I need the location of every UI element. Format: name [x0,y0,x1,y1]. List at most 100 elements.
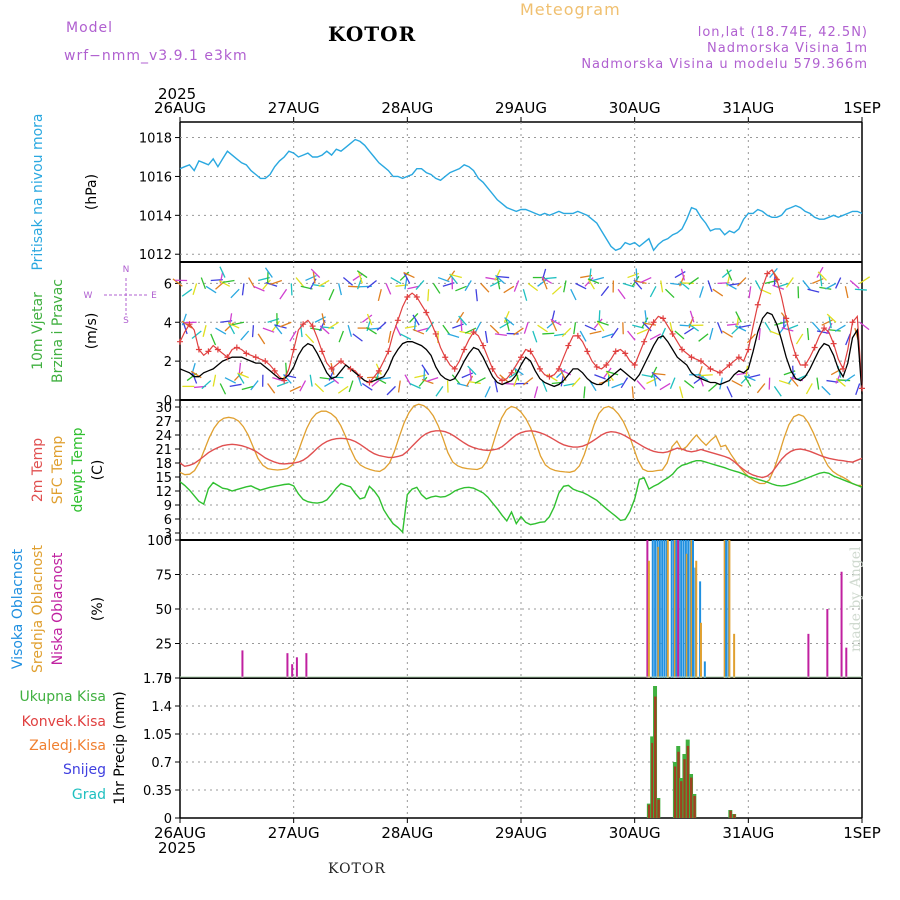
wind-barb [497,275,510,279]
wind-barb [688,277,699,285]
wind-barb [844,286,849,299]
wind-max-marker [622,350,629,357]
wind-barb [550,318,562,326]
wind-barb [200,277,207,290]
y-tick-label: 0.35 [143,784,172,799]
dewpoint-line [179,460,863,534]
y-tick-label: 0 [164,394,172,409]
time-tick-label-bottom: 28AUG [381,824,433,842]
wind-barb [442,324,451,336]
wind-barb [192,283,198,296]
y-tick-label: 2 [164,355,172,370]
wind-barb [423,368,426,381]
wind-barb [758,328,761,341]
wind-barb [230,288,240,299]
low-cloud-label: Niska Oblacnost [50,552,66,665]
wind-barb [584,277,594,287]
wind-barb [698,333,709,342]
wind-barb [499,374,510,384]
temp-2m-label: 2m Temp [30,438,46,502]
wind-barb [844,374,856,382]
wind-barb [532,330,538,343]
precip-bar-convective [693,795,696,818]
wind-barb [421,364,430,376]
time-tick-label-top: 26AUG [154,99,206,117]
wind-barb [795,333,804,345]
wind-barb [407,285,420,290]
y-tick-label: 6 [164,513,172,528]
wind-barb [212,374,217,387]
wind-barb [240,330,250,341]
wind-max-marker [423,309,430,316]
wind-barb [734,325,747,332]
wind-max-marker [375,367,382,374]
wind-barb [849,279,860,289]
wind-max-marker [726,362,733,369]
wind-max-marker [546,373,553,380]
wind-max-marker [243,350,250,357]
wind-max-marker [660,315,667,322]
wind-barb [611,382,624,389]
wind-barb [653,372,666,376]
wind-barb [679,386,684,399]
wind-barb [309,374,313,387]
wind-barb [644,310,648,323]
wind-barb [319,325,330,335]
wind-barb [780,312,790,323]
wind-barb [312,271,316,284]
wind-barb [262,327,275,333]
wind-max-marker [214,346,221,353]
wind-barb [834,324,846,332]
wind-barb [680,268,686,281]
wind-max-marker [366,379,373,386]
precip-bar-convective [690,777,693,818]
wind-max-marker [830,340,837,347]
temp-2m-line [179,430,863,479]
y-tick-label: 0 [164,672,172,687]
wind-max-marker [271,367,278,374]
y-tick-label: 1.4 [151,700,172,715]
wind-barb [697,373,709,382]
wind-barb [205,285,217,294]
wind-barb [792,365,794,378]
wind-barb [386,385,396,396]
wind-barb [409,313,419,323]
wind-max-marker [451,365,458,372]
wind-max-marker [281,377,288,384]
wind-barb [708,382,718,392]
wind-barb [273,324,283,335]
pressure-axis-label: Pritisak na nivou mora [30,113,46,270]
wind-barb [172,278,183,287]
wind-barb [592,276,605,282]
wind-barb [376,321,387,331]
wind-barb [610,327,619,339]
wind-barb [390,276,402,285]
wind-barb [854,288,867,291]
wind-barb [352,333,363,342]
wind-barb [449,273,458,284]
wind-barb [606,370,619,376]
wind-max-marker [233,344,240,351]
wind-barb [338,330,345,343]
wind-max-marker [603,362,610,369]
wind-max-marker [404,293,411,300]
wind-barb [237,372,245,384]
wind-barb [495,274,505,284]
wind-barb [270,279,283,285]
wind-barb [366,327,377,335]
wind-barb [649,333,662,341]
model-label: Model [66,20,114,36]
wind-max-marker [195,346,202,353]
wind-barb [484,386,491,398]
wind-barb [817,271,827,281]
wind-max-marker [480,342,487,349]
wind-barb [802,280,811,291]
wind-barb [650,366,658,378]
wind-barb [740,374,751,384]
wind-barb [821,385,831,396]
wind-barb [830,368,843,376]
hail-label: Grad [72,787,106,803]
precip-bar-convective [677,751,680,818]
wind-barb [337,385,349,394]
wind-barb [700,374,713,377]
